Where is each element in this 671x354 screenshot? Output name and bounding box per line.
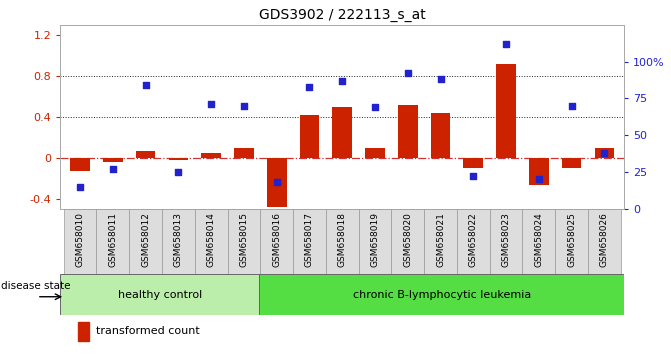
Text: GSM658022: GSM658022 [469, 212, 478, 267]
Point [107, 166, 118, 172]
Text: GSM658019: GSM658019 [370, 212, 380, 267]
Bar [398, 104, 417, 158]
Bar [234, 148, 254, 158]
Bar [64, 209, 97, 274]
Text: GSM658024: GSM658024 [534, 212, 544, 267]
Text: GSM658016: GSM658016 [272, 212, 281, 267]
Text: GSM658017: GSM658017 [305, 212, 314, 267]
Point [435, 76, 446, 82]
Bar [562, 158, 582, 168]
Bar [195, 209, 227, 274]
Bar [70, 158, 90, 171]
Bar [78, 322, 89, 341]
Bar [431, 113, 450, 158]
Bar [201, 153, 221, 158]
Bar [130, 209, 162, 274]
Text: GSM658025: GSM658025 [567, 212, 576, 267]
Point [468, 173, 478, 179]
Point [533, 177, 544, 182]
Point [74, 184, 85, 190]
Bar [162, 209, 195, 274]
Bar [523, 209, 555, 274]
Bar [365, 148, 384, 158]
Bar [300, 115, 319, 158]
Bar [497, 64, 516, 158]
Bar [227, 209, 260, 274]
Bar [60, 274, 259, 315]
Bar [588, 209, 621, 274]
Bar [168, 158, 188, 160]
Bar [293, 209, 326, 274]
Bar [529, 158, 549, 185]
Text: GSM658013: GSM658013 [174, 212, 183, 267]
Bar [358, 209, 391, 274]
Bar [424, 209, 457, 274]
Bar [391, 209, 424, 274]
Text: GSM658012: GSM658012 [141, 212, 150, 267]
Bar [332, 107, 352, 158]
Bar [97, 209, 130, 274]
Text: transformed count: transformed count [96, 326, 200, 337]
Bar [555, 209, 588, 274]
Point [599, 150, 610, 156]
Bar [326, 209, 358, 274]
Bar [490, 209, 523, 274]
Text: GSM658011: GSM658011 [108, 212, 117, 267]
Point [337, 78, 348, 84]
Text: GSM658021: GSM658021 [436, 212, 445, 267]
Point [140, 82, 151, 88]
Point [403, 70, 413, 76]
Text: disease state: disease state [1, 281, 71, 291]
Text: GSM658014: GSM658014 [207, 212, 215, 267]
Text: GSM658020: GSM658020 [403, 212, 412, 267]
Point [271, 179, 282, 185]
Bar [464, 158, 483, 168]
Bar [259, 274, 624, 315]
Point [238, 103, 249, 109]
Title: GDS3902 / 222113_s_at: GDS3902 / 222113_s_at [259, 8, 425, 22]
Bar [595, 148, 614, 158]
Text: GSM658018: GSM658018 [338, 212, 347, 267]
Point [370, 104, 380, 110]
Point [304, 84, 315, 90]
Text: GSM658023: GSM658023 [501, 212, 511, 267]
Point [501, 41, 511, 47]
Text: chronic B-lymphocytic leukemia: chronic B-lymphocytic leukemia [352, 290, 531, 300]
Text: GSM658010: GSM658010 [76, 212, 85, 267]
Bar [103, 158, 123, 162]
Point [566, 103, 577, 109]
Text: GSM658015: GSM658015 [240, 212, 248, 267]
Point [206, 102, 217, 107]
Text: GSM658026: GSM658026 [600, 212, 609, 267]
Bar [267, 158, 287, 207]
Text: healthy control: healthy control [117, 290, 202, 300]
Bar [260, 209, 293, 274]
Bar [457, 209, 490, 274]
Point [173, 169, 184, 175]
Bar [136, 150, 156, 158]
